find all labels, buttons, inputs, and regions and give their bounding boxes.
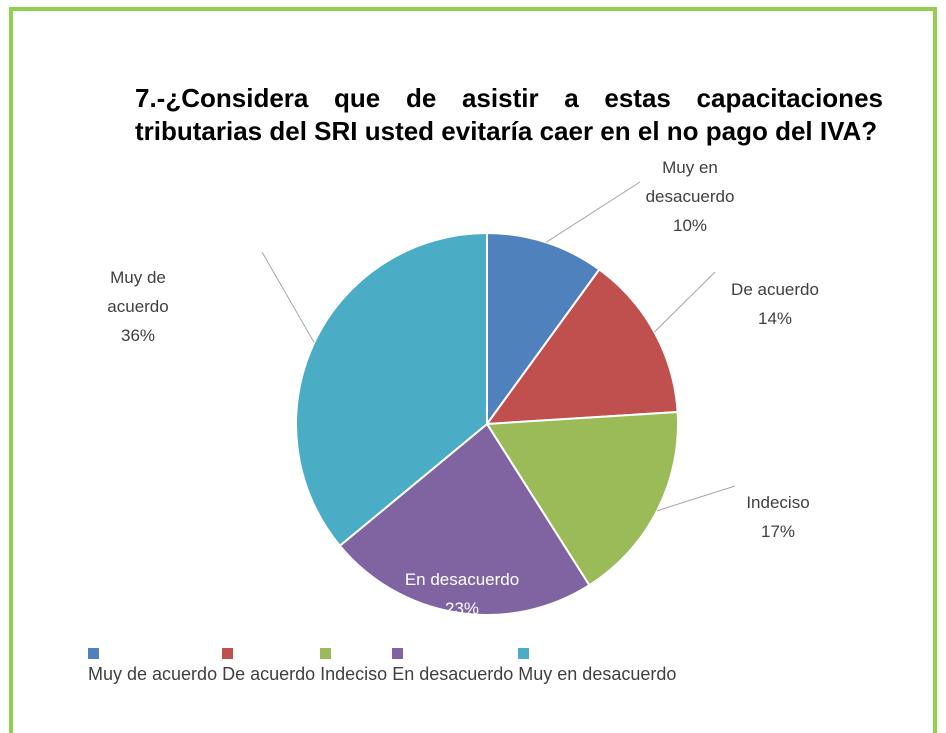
- frame: [9, 7, 937, 733]
- data-label-category: En desacuerdo: [404, 570, 520, 589]
- legend-item: De acuerdo: [222, 648, 315, 685]
- legend-label: Muy en desacuerdo: [518, 664, 677, 684]
- pie-slice: [295, 231, 488, 548]
- leader-line: [657, 485, 736, 512]
- legend-label: En desacuerdo: [392, 664, 514, 684]
- legend: Muy de acuerdo De acuerdo Indeciso En desac…: [88, 648, 681, 685]
- data-label-value: 23%: [444, 599, 480, 618]
- legend-swatch: [222, 648, 234, 659]
- data-label: De acuerdo 14%: [715, 275, 835, 333]
- legend-item: Muy de acuerdo: [88, 648, 217, 685]
- legend-item: Muy en desacuerdo: [518, 648, 676, 685]
- legend-item: Indeciso: [320, 648, 387, 685]
- leader-line: [545, 181, 641, 243]
- data-label-value: 36%: [120, 326, 156, 345]
- pie-slice: [486, 231, 601, 428]
- leader-line: [261, 251, 315, 343]
- data-label: Muy de acuerdo 36%: [78, 263, 198, 350]
- data-label-value: 14%: [757, 309, 793, 328]
- data-label-value: 17%: [760, 522, 796, 541]
- data-label-category: Indeciso: [746, 493, 810, 512]
- pie-slice: [484, 268, 679, 426]
- data-label: Indeciso 17%: [718, 488, 838, 546]
- legend-label: Muy de acuerdo: [88, 664, 218, 684]
- data-label: En desacuerdo 23%: [402, 565, 522, 623]
- legend-swatch: [392, 648, 404, 659]
- legend-label: Indeciso: [320, 664, 388, 684]
- legend-swatch: [320, 648, 332, 659]
- pie-slice: [338, 422, 591, 616]
- data-label-category: Muy de acuerdo: [107, 268, 169, 316]
- data-label-value: 10%: [672, 216, 708, 235]
- leader-line: [654, 271, 716, 333]
- legend-swatch: [518, 648, 530, 659]
- data-label-category: Muy en desacuerdo: [645, 158, 735, 206]
- legend-swatch: [88, 648, 99, 659]
- legend-item: En desacuerdo: [392, 648, 513, 685]
- data-label: Muy en desacuerdo 10%: [630, 153, 750, 240]
- legend-label: De acuerdo: [222, 664, 316, 684]
- chart-title: 7.-¿Considera que de asistir a estas cap…: [135, 83, 883, 146]
- data-label-category: De acuerdo: [731, 280, 819, 299]
